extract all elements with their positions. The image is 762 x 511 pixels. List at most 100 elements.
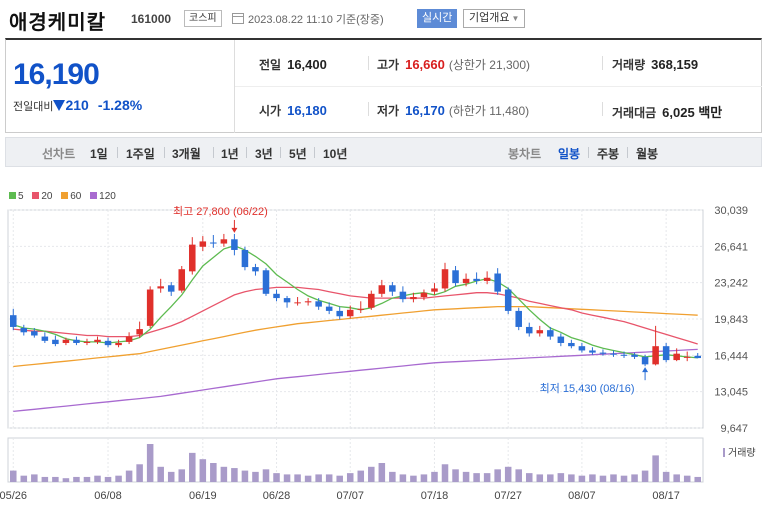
annotation-low: 최저 15,430 (08/16) [540, 382, 635, 395]
candle-monthly[interactable]: 월봉 [636, 147, 659, 161]
candle-body [473, 278, 480, 281]
ma-legend: 5 20 60 120 [9, 191, 122, 202]
annotation-arrowhead [642, 367, 649, 373]
candle-body [694, 355, 701, 359]
volume-bar [52, 476, 59, 482]
volume-bar [557, 473, 565, 482]
divider [164, 147, 165, 158]
legend-ma120: 120 [90, 191, 116, 202]
y-tick-label: 13,045 [714, 387, 748, 399]
volume-bar [568, 474, 575, 482]
volume-bar [210, 463, 217, 482]
period-1y[interactable]: 1년 [221, 147, 239, 161]
volume-bar [273, 473, 280, 482]
volume-bar [662, 471, 670, 482]
period-5y[interactable]: 5년 [289, 147, 307, 161]
candle-body [420, 292, 428, 298]
candle-body [231, 239, 238, 250]
amount-label: 거래대금 [612, 106, 657, 120]
x-tick-label: 06/28 [263, 490, 291, 502]
volume-bar [683, 475, 691, 482]
volume-bar [315, 474, 322, 482]
volume-bar [241, 470, 249, 482]
calendar-icon [232, 13, 244, 24]
candle-body [346, 309, 354, 317]
volume-bar [178, 469, 186, 482]
x-tick-label: 07/07 [336, 490, 364, 502]
candle-body [357, 308, 365, 310]
candle-body [199, 241, 207, 247]
legend-ma5: 5 [9, 191, 24, 202]
divider [368, 56, 369, 70]
volume-bar [10, 470, 17, 482]
candle-body [283, 298, 291, 303]
chart-toolbar: 선차트 1일 1주일 3개월 1년 3년 5년 10년 봉차트 일봉 주봉 월봉 [5, 137, 762, 167]
volume-bar [368, 466, 375, 482]
volume-bar [536, 474, 544, 482]
candle-body [494, 273, 501, 292]
volume-bar [652, 455, 659, 482]
divider [368, 102, 369, 116]
low-value: 16,170 [405, 103, 445, 118]
volume-bar [441, 464, 449, 482]
change-label: 전일대비 [13, 101, 54, 113]
candle-body [368, 293, 375, 308]
candle-body [94, 339, 101, 342]
realtime-button[interactable]: 실시간 [417, 9, 458, 28]
candle-body [652, 346, 659, 365]
x-tick-label: 08/07 [568, 490, 596, 502]
candle-daily[interactable]: 일봉 [558, 147, 581, 161]
volume-bar [115, 475, 122, 482]
volume-bar [578, 475, 586, 482]
volume-bar [620, 475, 628, 482]
legend-ma5-label: 5 [18, 191, 24, 202]
candle-body [52, 339, 59, 345]
candle-body [262, 270, 270, 294]
candle-weekly[interactable]: 주봉 [597, 147, 620, 161]
stock-code: 161000 [131, 12, 172, 26]
market-badge: 코스피 [184, 10, 222, 27]
volume-bar [20, 475, 28, 482]
high-value: 16,660 [405, 57, 445, 72]
period-1d[interactable]: 1일 [90, 147, 108, 161]
volume-bar [420, 474, 428, 482]
candle-body [294, 302, 301, 304]
timestamp-text: 2023.08.22 11:10 기준(장중) [248, 14, 384, 26]
candle-body [146, 289, 154, 326]
down-triangle-icon [53, 100, 66, 111]
volume: 거래량 368,159 [612, 56, 698, 73]
volume-label: 거래량 [728, 447, 756, 459]
price-chart[interactable]: 30,039 26,641 23,242 19,843 16,444 13,045 9,64… [0, 190, 762, 511]
period-1w[interactable]: 1주일 [126, 147, 155, 161]
period-10y[interactable]: 10년 [323, 147, 348, 161]
legend-ma60-label: 60 [70, 191, 82, 202]
volume-bar [452, 469, 459, 482]
volume-bar [262, 469, 270, 482]
candle-body [547, 330, 554, 337]
candle-body [525, 326, 533, 334]
divider [602, 102, 603, 116]
candle-body [10, 315, 17, 327]
volume-bar [589, 474, 596, 482]
legend-swatch [9, 192, 16, 199]
x-tick-label: 06/08 [94, 490, 122, 502]
x-tick-label: 06/19 [189, 490, 217, 502]
volume-bar [83, 476, 91, 482]
open-label: 시가 [259, 104, 282, 118]
volume-bar [304, 475, 312, 482]
candle-body [136, 329, 143, 335]
timestamp: 2023.08.22 11:10 기준(장중) [232, 11, 384, 27]
divider [588, 147, 589, 158]
candle-body [483, 277, 491, 281]
period-3m[interactable]: 3개월 [172, 147, 201, 161]
legend-ma60: 60 [61, 191, 81, 202]
period-3y[interactable]: 3년 [255, 147, 273, 161]
company-overview-button[interactable]: 기업개요 ▼ [463, 9, 526, 28]
volume-bar [220, 466, 228, 482]
candle-body [252, 267, 259, 272]
volume-bar [378, 463, 386, 482]
candle-body [610, 353, 617, 355]
legend-ma20: 20 [32, 191, 52, 202]
volume-bar [167, 471, 175, 482]
candle-body [589, 350, 596, 353]
